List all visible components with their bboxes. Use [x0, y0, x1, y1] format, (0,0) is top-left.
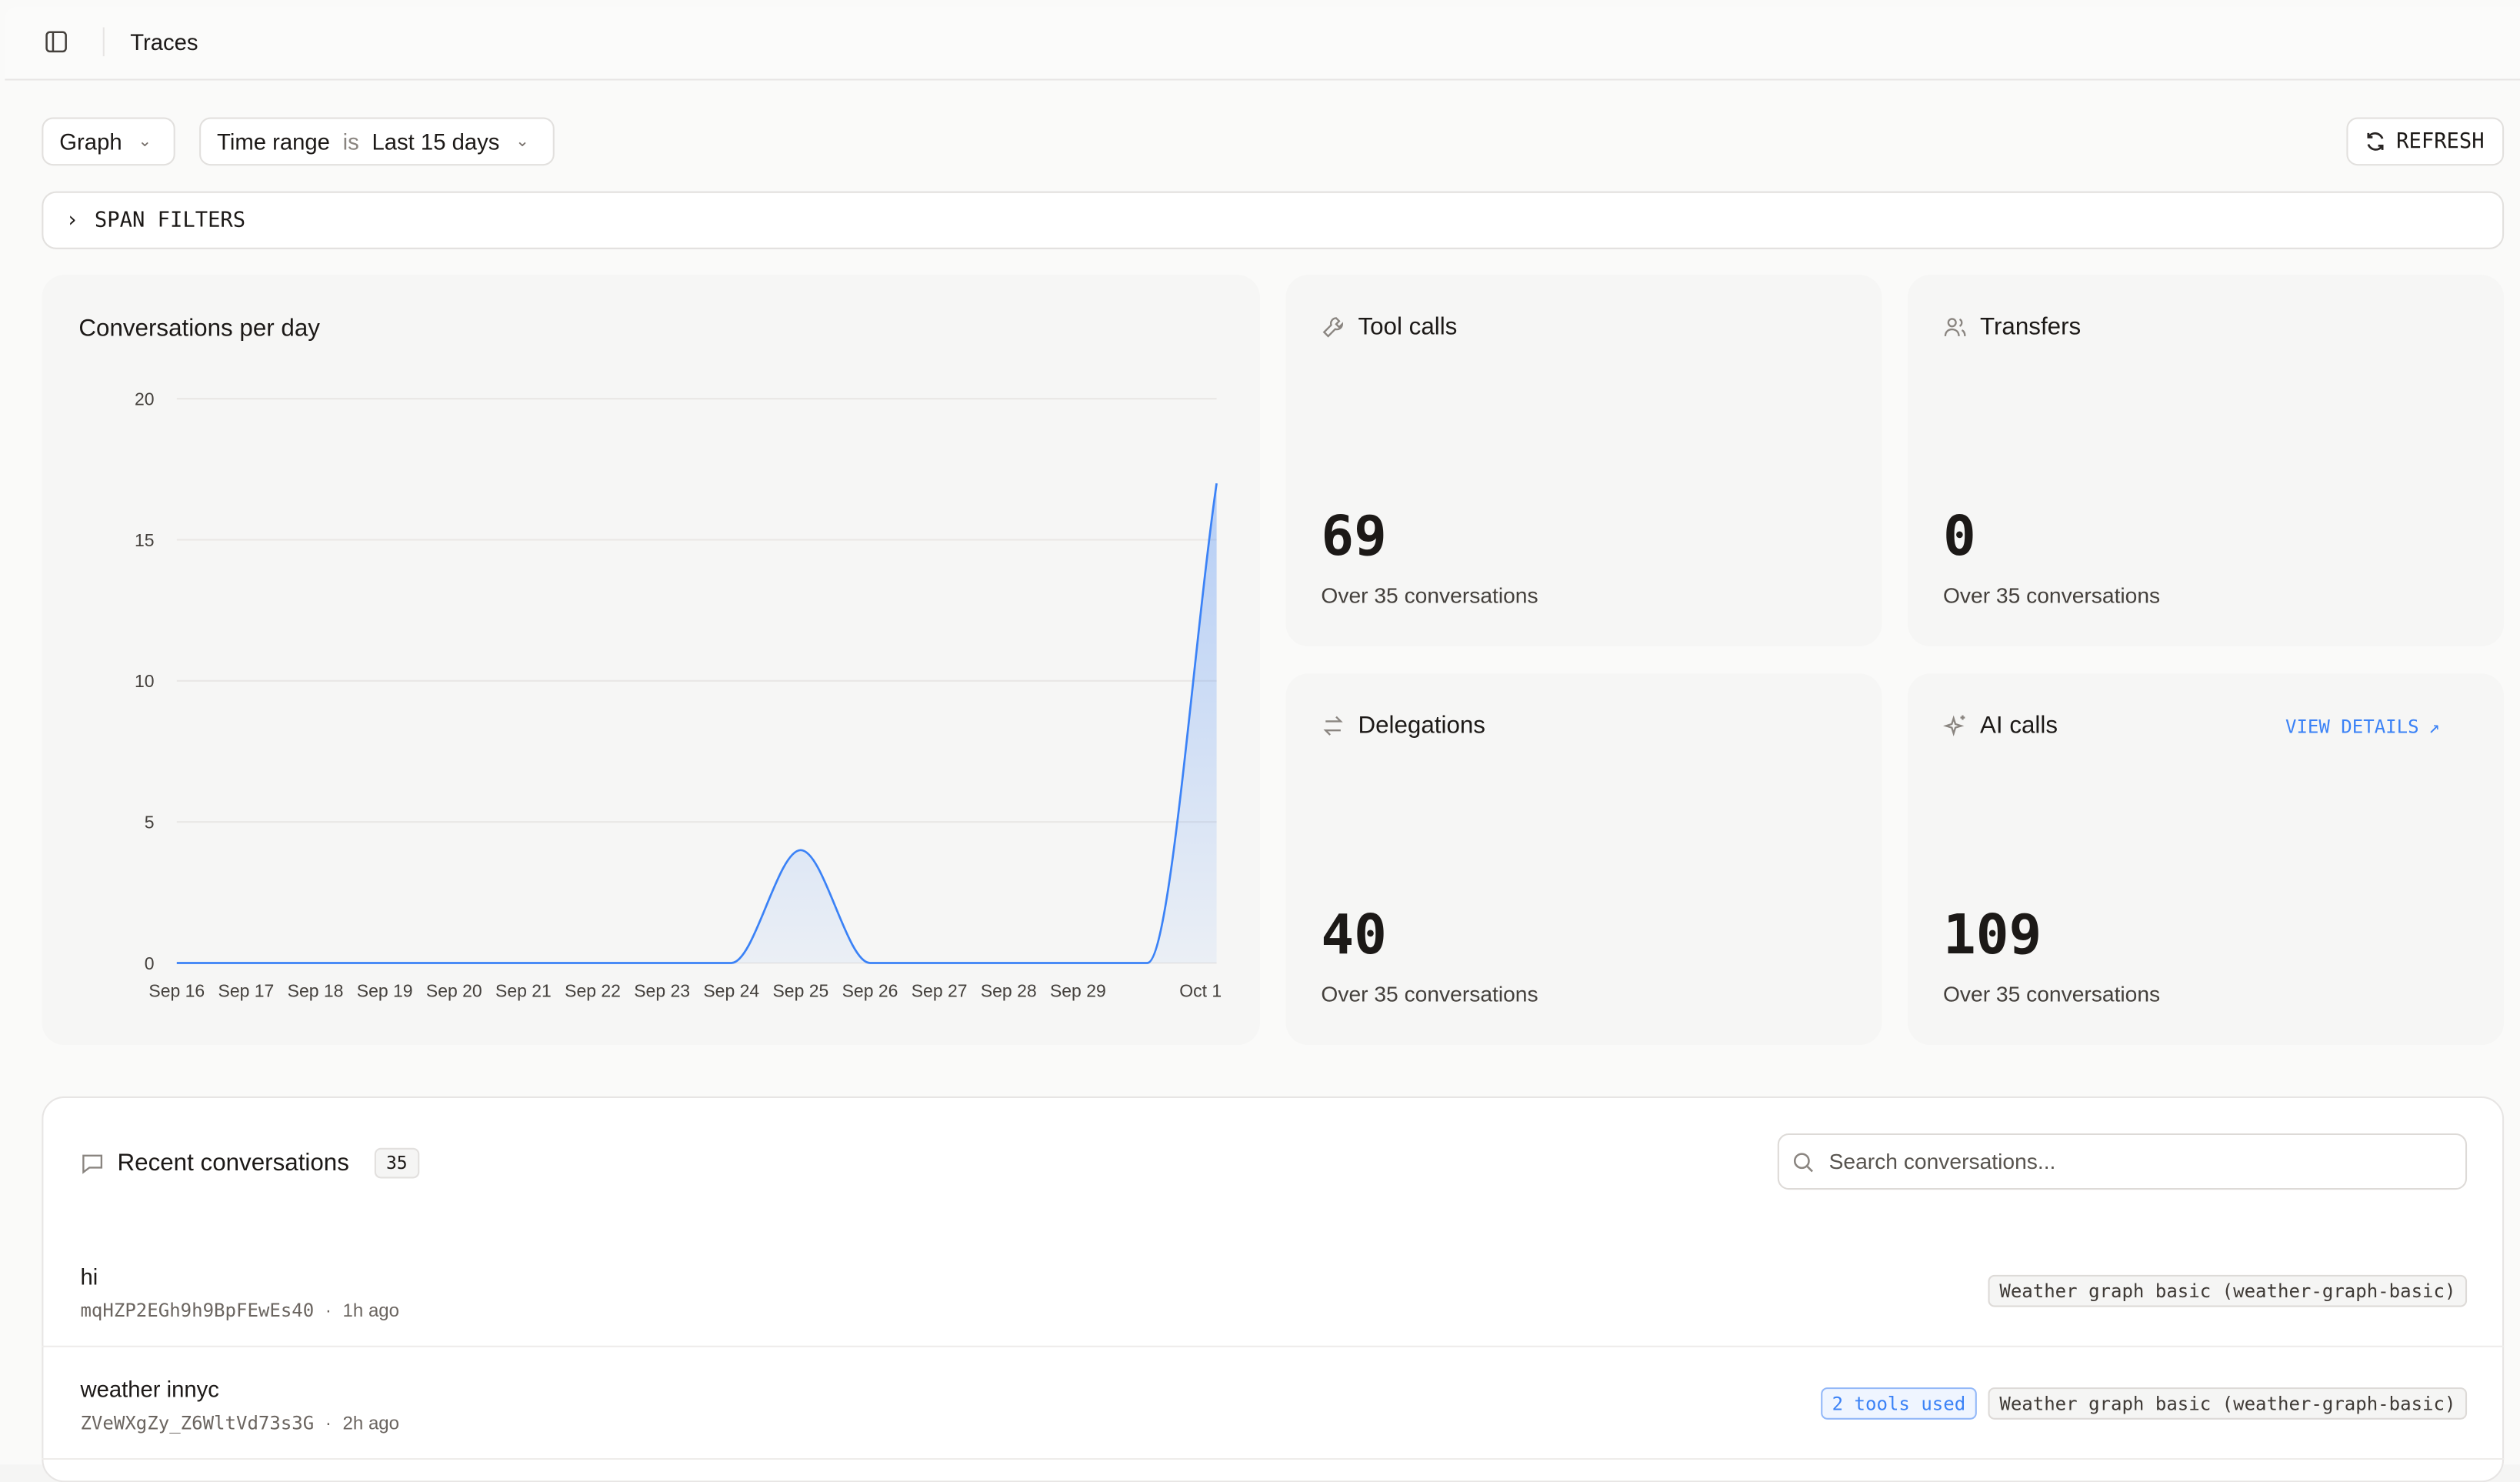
time-range-value: Last 15 days — [372, 129, 500, 155]
x-tick-label: Sep 18 — [288, 980, 344, 1000]
x-tick-label: Sep 24 — [703, 980, 759, 1000]
page-title: Traces — [130, 28, 198, 55]
span-filters-label: SPAN FILTERS — [94, 208, 246, 232]
x-tick-label: Oct 1 — [1179, 980, 1222, 1000]
x-tick-label: Sep 28 — [981, 980, 1037, 1000]
chevron-right-icon: › — [65, 208, 79, 232]
ai-calls-title: AI calls — [1980, 712, 2058, 740]
x-tick-label: Sep 19 — [357, 980, 413, 1000]
tool-calls-card: Tool calls 69 Over 35 conversations — [1285, 275, 1882, 646]
x-tick-label: Sep 27 — [912, 980, 968, 1000]
ai-calls-card: AI calls VIEW DETAILS ↗ 109 Over 35 conve… — [1907, 673, 2505, 1046]
x-tick-label: Sep 16 — [148, 980, 205, 1000]
chart-title: Conversations per day — [78, 315, 320, 343]
time-range-operator: is — [342, 129, 359, 155]
recent-conversations-panel: Recent conversations 35 Search conversat… — [42, 1096, 2505, 1482]
refresh-label: REFRESH — [2396, 129, 2485, 154]
view-details-label: VIEW DETAILS — [2285, 715, 2419, 738]
recent-title: Recent conversations — [117, 1149, 349, 1177]
y-tick-label: 20 — [135, 389, 155, 409]
conversation-count-badge: 35 — [375, 1147, 419, 1179]
refresh-button[interactable]: REFRESH — [2346, 117, 2505, 166]
x-tick-label: Sep 17 — [218, 980, 275, 1000]
row-divider — [42, 1345, 2505, 1347]
y-tick-label: 15 — [135, 530, 155, 550]
search-icon — [1793, 1152, 1813, 1172]
series-area — [176, 483, 1217, 963]
x-tick-label: Sep 20 — [426, 980, 482, 1000]
tool-calls-sub: Over 35 conversations — [1321, 583, 1538, 608]
agent-badge: Weather graph basic (weather-graph-basic… — [1988, 1387, 2468, 1420]
delegations-value: 40 — [1321, 903, 1387, 968]
x-tick-label: Sep 29 — [1050, 980, 1106, 1000]
span-filters-toggle[interactable]: › SPAN FILTERS — [42, 191, 2505, 249]
x-tick-label: Sep 26 — [842, 980, 898, 1000]
conversation-time: 2h ago — [342, 1414, 400, 1434]
ai-calls-sub: Over 35 conversations — [1942, 982, 2161, 1006]
top-header: Traces — [5, 6, 2520, 81]
search-placeholder: Search conversations... — [1828, 1149, 2056, 1174]
y-tick-label: 0 — [145, 953, 155, 973]
tool-calls-value: 69 — [1321, 505, 1387, 569]
chevron-down-icon: ⌄ — [515, 132, 529, 151]
row-divider — [42, 1457, 2505, 1460]
chevron-down-icon: ⌄ — [138, 132, 152, 151]
time-range-label: Time range — [217, 129, 330, 155]
x-tick-label: Sep 25 — [772, 980, 828, 1000]
conversation-row[interactable]: weather innyc ZVeWXgZy_Z6WltVd73s3G · 2h a… — [42, 1349, 2505, 1461]
conversations-chart-card: Conversations per day 0 5 10 15 20 Sep 16 Sep … — [42, 275, 1261, 1046]
view-select-value: Graph — [59, 129, 122, 155]
conversation-title: hi — [80, 1263, 98, 1290]
transfers-sub: Over 35 conversations — [1942, 583, 2161, 608]
users-icon — [1943, 315, 1967, 339]
delegations-title: Delegations — [1358, 712, 1485, 740]
series-line — [176, 482, 1218, 964]
time-range-filter[interactable]: Time range is Last 15 days ⌄ — [199, 117, 555, 166]
x-tick-label: Sep 21 — [495, 980, 552, 1000]
conversation-row[interactable]: hi mqHZP2EGh9h9BpFEwEs40 · 1h ago Weather … — [42, 1237, 2505, 1349]
transfers-title: Transfers — [1980, 313, 2082, 341]
agent-badge: Weather graph basic (weather-graph-basic… — [1988, 1274, 2468, 1307]
view-select[interactable]: Graph ⌄ — [42, 117, 175, 166]
transfers-card: Transfers 0 Over 35 conversations — [1907, 275, 2505, 646]
conversation-title: weather innyc — [80, 1376, 219, 1402]
message-square-icon — [82, 1154, 103, 1174]
delegations-sub: Over 35 conversations — [1321, 982, 1538, 1006]
ai-calls-value: 109 — [1942, 903, 2042, 968]
tool-calls-title: Tool calls — [1358, 313, 1458, 341]
search-conversations-input[interactable]: Search conversations... — [1777, 1133, 2468, 1190]
delegations-card: Delegations 40 Over 35 conversations — [1285, 673, 1882, 1046]
conversation-id: mqHZP2EGh9h9BpFEwEs40 — [80, 1299, 315, 1322]
refresh-icon — [2367, 132, 2384, 151]
recent-header: Recent conversations 35 — [80, 1147, 419, 1179]
x-tick-label: Sep 22 — [565, 980, 621, 1000]
wrench-icon — [1321, 315, 1345, 339]
arrow-up-right-icon: ↗ — [2428, 715, 2440, 738]
conversation-id: ZVeWXgZy_Z6WltVd73s3G — [80, 1411, 315, 1434]
sidebar-panel-icon[interactable] — [45, 31, 68, 62]
tools-used-badge: 2 tools used — [1820, 1387, 1977, 1420]
header-divider — [102, 27, 105, 57]
view-details-link[interactable]: VIEW DETAILS ↗ — [2285, 716, 2440, 738]
y-tick-label: 5 — [145, 813, 155, 833]
y-tick-label: 10 — [135, 671, 155, 691]
sparkles-icon — [1942, 714, 1967, 738]
arrows-exchange-icon — [1321, 714, 1345, 738]
conversation-time: 1h ago — [342, 1302, 400, 1322]
transfers-value: 0 — [1942, 505, 1976, 569]
conversations-chart: 0 5 10 15 20 Sep 16 Sep 17 Sep 18 Sep 19 Sep 20 Se… — [135, 389, 1222, 1001]
x-tick-label: Sep 23 — [634, 980, 690, 1000]
